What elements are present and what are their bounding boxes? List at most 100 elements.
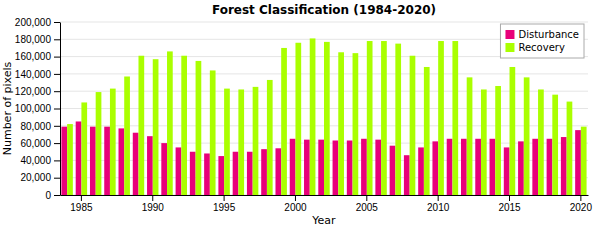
bar (181, 56, 187, 195)
bar (310, 38, 316, 195)
y-tick-label: 80,000 (20, 121, 51, 132)
y-tick-mark (54, 39, 60, 40)
legend-item: Recovery (505, 42, 564, 53)
bars (61, 38, 586, 195)
bar (81, 102, 87, 195)
bar (495, 86, 501, 195)
y-tick: 200,000 (15, 17, 60, 28)
y-axis-title: Number of pixels (1, 61, 14, 155)
bar (461, 139, 467, 195)
bar (552, 95, 558, 195)
y-tick-label: 120,000 (15, 86, 52, 97)
bar (238, 89, 244, 195)
bar (224, 89, 230, 195)
bar (381, 41, 387, 195)
bar (318, 140, 324, 195)
x-tick-label: 1985 (70, 202, 93, 213)
legend: Disturbance Recovery (500, 24, 584, 58)
x-tick-mark (366, 195, 367, 201)
y-tick-label: 200,000 (15, 17, 52, 28)
bar (424, 67, 430, 195)
bar (167, 51, 173, 195)
bar (490, 139, 496, 195)
y-tick: 20,000 (20, 172, 60, 183)
bar (532, 139, 538, 195)
x-tick-label: 2010 (427, 202, 450, 213)
bar-series (67, 38, 586, 195)
bar (124, 76, 130, 195)
bar (90, 127, 96, 195)
legend-swatch (505, 30, 514, 39)
bar (395, 44, 401, 195)
y-tick-label: 140,000 (15, 69, 52, 80)
y-tick-mark (54, 74, 60, 75)
bar (410, 56, 416, 195)
bar (347, 141, 353, 195)
x-tick: 2000 (284, 195, 307, 213)
x-tick-label: 2000 (284, 202, 307, 213)
bar (119, 128, 125, 195)
x-tick: 2010 (427, 195, 450, 213)
y-axis: 020,00040,00060,00080,000100,000120,0001… (15, 17, 61, 201)
bar (452, 41, 458, 195)
x-tick-mark (580, 195, 581, 201)
y-tick-mark (54, 91, 60, 92)
bar (138, 56, 144, 195)
bar (524, 77, 530, 195)
bar (153, 59, 159, 195)
bar (233, 152, 239, 195)
y-tick-label: 20,000 (20, 172, 51, 183)
bar (547, 139, 553, 195)
bar (204, 153, 210, 195)
x-tick-mark (81, 195, 82, 201)
y-tick: 0 (45, 190, 60, 201)
y-tick: 180,000 (15, 34, 60, 45)
bar (481, 89, 487, 195)
y-tick-label: 180,000 (15, 34, 52, 45)
grid-line (60, 22, 588, 23)
x-tick-label: 1995 (213, 202, 236, 213)
bar (338, 52, 344, 195)
bar (218, 156, 224, 195)
x-tick-label: 2005 (356, 202, 379, 213)
bar (510, 67, 516, 195)
x-tick-label: 2020 (570, 202, 593, 213)
plot: 020,00040,00060,00080,000100,000120,0001… (15, 17, 593, 213)
x-tick: 1995 (213, 195, 236, 213)
bar (438, 41, 444, 195)
bar (367, 41, 373, 195)
bar (67, 124, 73, 195)
x-tick: 1985 (70, 195, 93, 213)
x-tick-mark (152, 195, 153, 201)
y-tick-label: 160,000 (15, 51, 52, 62)
x-tick-label: 2015 (498, 202, 521, 213)
bar (176, 147, 182, 195)
chart: 020,00040,00060,00080,000100,000120,0001… (0, 0, 598, 227)
grid (60, 22, 588, 195)
bar (581, 127, 587, 195)
bar (104, 127, 110, 195)
bar (404, 155, 410, 195)
bar (76, 121, 82, 195)
bar (261, 149, 267, 195)
title: Forest Classification (1984-2020) (212, 3, 436, 17)
y-tick-mark (54, 22, 60, 23)
bar (333, 141, 339, 195)
legend-label: Disturbance (518, 29, 579, 40)
y-tick: 100,000 (15, 103, 60, 114)
bar (161, 143, 167, 195)
x-tick-mark (295, 195, 296, 201)
bar (567, 102, 573, 195)
y-tick-mark (54, 143, 60, 144)
bar (196, 61, 202, 195)
y-tick-label: 60,000 (20, 138, 51, 149)
bar (253, 87, 259, 195)
y-tick: 160,000 (15, 51, 60, 62)
y-tick: 60,000 (20, 138, 60, 149)
bar (96, 92, 102, 195)
bar (475, 139, 481, 195)
y-tick-label: 100,000 (15, 103, 52, 114)
y-tick-mark (54, 178, 60, 179)
y-tick: 140,000 (15, 69, 60, 80)
bar (210, 70, 216, 195)
